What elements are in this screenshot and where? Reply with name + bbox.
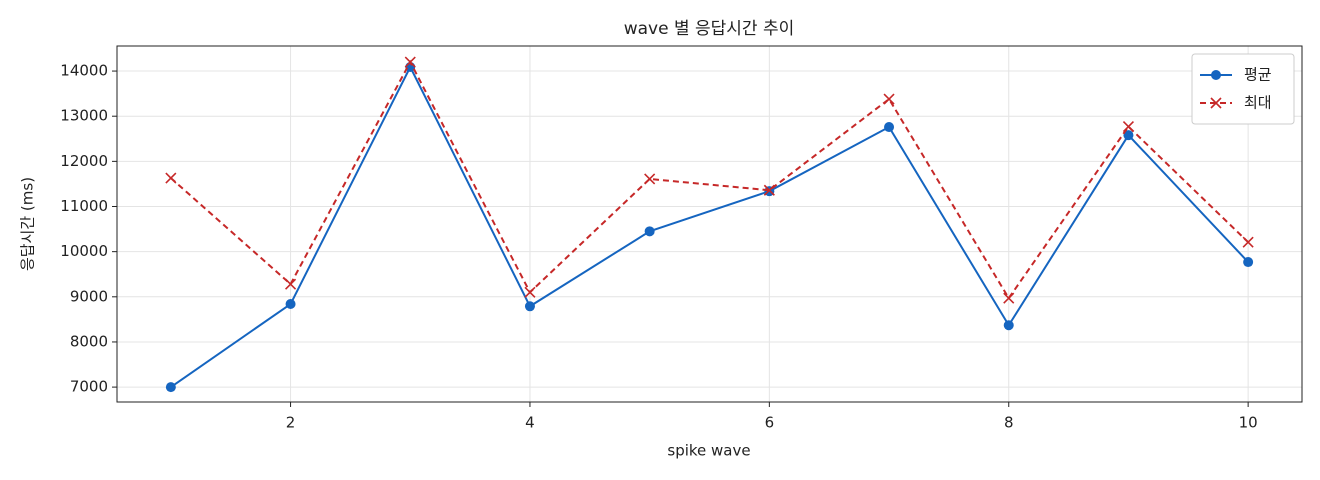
marker: [1243, 257, 1254, 268]
y-tick-label: 8000: [70, 332, 108, 350]
y-tick-label: 12000: [60, 152, 108, 170]
marker: [524, 301, 535, 312]
marker: [285, 299, 296, 310]
marker: [1210, 97, 1222, 109]
legend-label: 최대: [1244, 94, 1272, 112]
x-tick-label: 8: [1004, 414, 1014, 432]
marker: [165, 172, 177, 184]
marker: [524, 286, 536, 298]
y-tick-label: 9000: [70, 287, 108, 305]
series-line: [170, 59, 1249, 300]
marker: [1123, 130, 1134, 141]
marker: [644, 173, 656, 185]
legend-label: 평균: [1244, 66, 1272, 84]
y-axis-label: 응답시간 (ms): [19, 177, 37, 271]
y-tick-label: 10000: [60, 242, 108, 260]
plot-frame: [116, 45, 1303, 403]
chart-title: wave 별 응답시간 추이: [624, 19, 795, 39]
y-tick-label: 7000: [70, 378, 108, 396]
y-tick-label: 14000: [60, 62, 108, 80]
marker: [1122, 121, 1135, 133]
legend-box: [1191, 53, 1295, 125]
marker: [763, 184, 775, 196]
y-tick-label: 11000: [60, 197, 108, 215]
marker: [884, 122, 895, 133]
marker: [1211, 70, 1221, 80]
marker: [404, 56, 416, 68]
x-tick-label: 2: [286, 414, 296, 432]
x-tick-label: 6: [765, 414, 775, 432]
y-tick-label: 13000: [60, 107, 108, 125]
x-axis-label: spike wave: [667, 442, 750, 460]
marker: [1003, 320, 1014, 331]
marker: [1003, 292, 1015, 304]
x-tick-label: 10: [1239, 414, 1258, 432]
marker: [644, 226, 655, 237]
x-tick-label: 4: [525, 414, 535, 432]
marker: [1242, 236, 1254, 248]
marker: [883, 93, 895, 105]
marker: [165, 382, 176, 393]
series-line: [170, 64, 1249, 388]
marker: [284, 278, 297, 290]
